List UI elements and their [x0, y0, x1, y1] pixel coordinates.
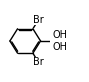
- Text: B: B: [51, 36, 57, 46]
- Text: OH: OH: [53, 42, 68, 52]
- Text: Br: Br: [33, 57, 44, 67]
- Text: OH: OH: [53, 30, 68, 40]
- Text: Br: Br: [33, 15, 44, 25]
